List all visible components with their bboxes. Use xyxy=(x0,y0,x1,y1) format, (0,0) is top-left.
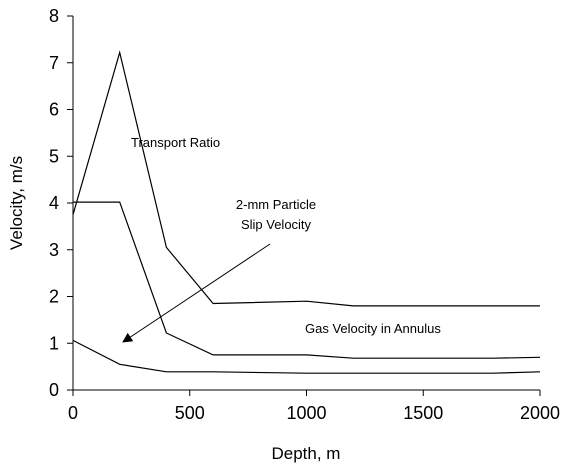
x-tick-label: 500 xyxy=(175,403,205,423)
y-axis-title: Velocity, m/s xyxy=(7,156,26,250)
series-line-2 xyxy=(73,201,541,359)
y-axis-ticks: 0 1 2 3 4 5 6 7 8 xyxy=(49,6,73,400)
y-tick-label: 2 xyxy=(49,287,59,307)
annotation-arrow xyxy=(122,243,271,343)
y-tick-label: 3 xyxy=(49,240,59,260)
x-tick-label: 2000 xyxy=(520,403,560,423)
annotation-particle-line2: Slip Velocity xyxy=(241,217,312,232)
series-line-3 xyxy=(72,339,541,374)
x-tick-label: 1500 xyxy=(403,403,443,423)
y-tick-label: 8 xyxy=(49,6,59,26)
annotation-transport-ratio: Transport Ratio xyxy=(131,135,220,150)
y-tick-label: 6 xyxy=(49,100,59,120)
y-tick-label: 5 xyxy=(49,146,59,166)
x-tick-label: 1000 xyxy=(286,403,326,423)
x-axis-ticks: 0 500 1000 1500 2000 xyxy=(68,390,560,423)
y-tick-label: 4 xyxy=(49,193,59,213)
x-axis-title: Depth, m xyxy=(272,444,341,463)
series-layer xyxy=(72,50,541,374)
y-tick-label: 7 xyxy=(49,53,59,73)
annotation-particle-line1: 2-mm Particle xyxy=(236,197,316,212)
y-tick-label: 0 xyxy=(49,380,59,400)
x-tick-label: 0 xyxy=(68,403,78,423)
annotation-gas-velocity: Gas Velocity in Annulus xyxy=(305,321,441,336)
series-line-1 xyxy=(72,50,540,307)
y-tick-label: 1 xyxy=(49,333,59,353)
